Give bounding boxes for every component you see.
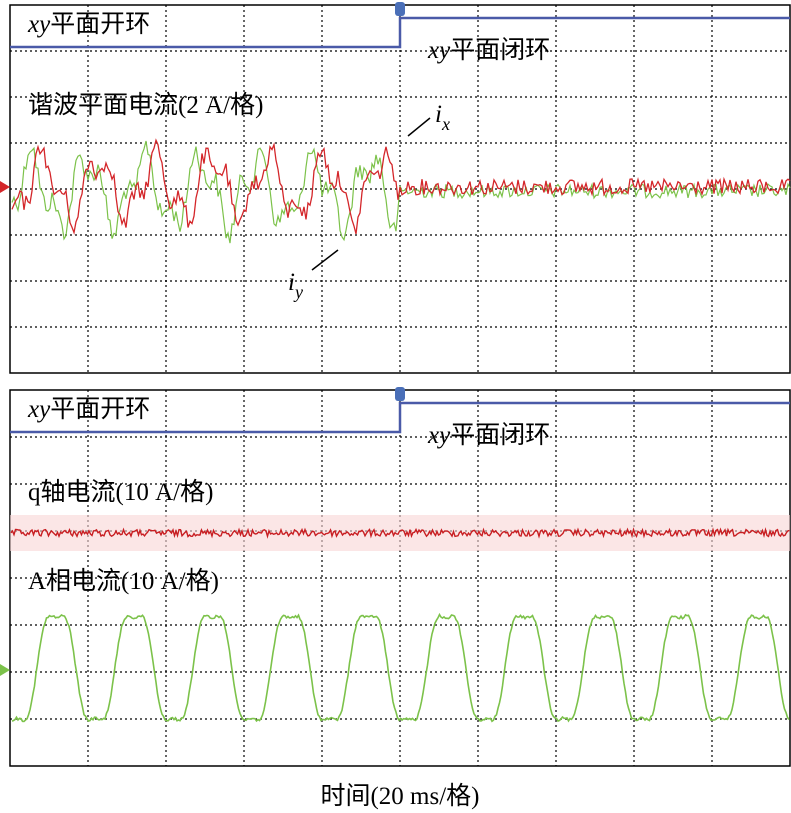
mode-signal — [10, 16, 790, 49]
trace-label: 谐波平面电流(2 A/格) — [28, 91, 263, 119]
mode-var: xy — [427, 422, 451, 449]
mode-label: xy平面闭环 — [427, 421, 550, 449]
mode-text: 平面开环 — [50, 11, 150, 38]
leader — [311, 249, 339, 271]
mode-var: xy — [427, 37, 451, 64]
trace-ix — [11, 138, 791, 236]
leader — [407, 117, 431, 137]
curve-label: iy — [288, 269, 303, 302]
ref-marker — [0, 181, 10, 193]
mode-var: xy — [27, 396, 51, 423]
curve-symbol: i — [288, 269, 295, 296]
mode-var: xy — [27, 11, 51, 38]
curve-subscript: x — [441, 114, 450, 134]
mode-label: xy平面开环 — [27, 11, 150, 38]
trace-label: q轴电流(10 A/格) — [28, 478, 213, 506]
trace-label: A相电流(10 A/格) — [28, 567, 219, 595]
trigger-marker — [395, 387, 405, 401]
ref-marker — [0, 664, 10, 676]
x-axis-label: 时间(20 ms/格) — [320, 782, 479, 810]
trace-q — [10, 527, 790, 539]
curve-label: ix — [435, 101, 450, 134]
noise-band — [10, 515, 790, 551]
mode-signal — [10, 401, 790, 434]
mode-label: xy平面闭环 — [427, 36, 550, 64]
trace-a — [11, 612, 790, 723]
trigger-marker — [395, 2, 405, 16]
mode-text: 平面闭环 — [450, 36, 550, 64]
curve-symbol: i — [435, 101, 442, 128]
curve-subscript: y — [293, 282, 303, 302]
mode-label: xy平面开环 — [27, 396, 150, 423]
mode-text: 平面闭环 — [450, 421, 550, 449]
mode-text: 平面开环 — [50, 396, 150, 423]
